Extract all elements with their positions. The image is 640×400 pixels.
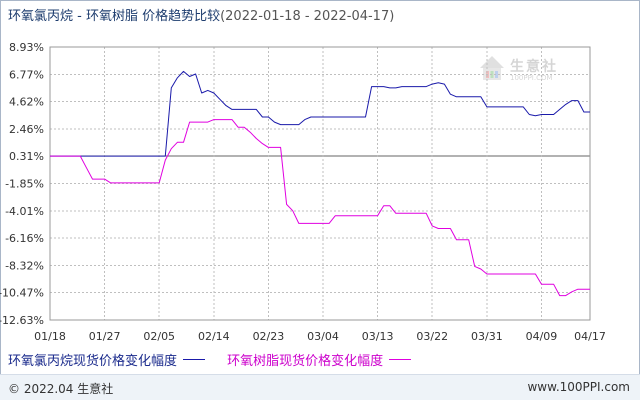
y-tick-label: -10.47% — [0, 287, 44, 300]
legend-item-series1: 环氧氯丙烷现货价格变化幅度 — [8, 350, 206, 369]
y-tick-label: 2.46% — [9, 123, 44, 136]
watermark-text: 生意社 — [510, 59, 558, 75]
x-tick-label: 02/05 — [143, 330, 175, 343]
x-tick-label: 01/18 — [34, 330, 66, 343]
x-tick-label: 03/04 — [307, 330, 339, 343]
plot-area-border — [49, 46, 591, 321]
y-tick-label: 8.93% — [9, 41, 44, 54]
x-tick-label: 02/23 — [253, 330, 285, 343]
chart-title-range: (2022-01-18 - 2022-04-17) — [220, 9, 395, 24]
y-tick-label: -4.01% — [5, 205, 44, 218]
chart-series — [50, 70, 590, 297]
y-tick-label: -6.16% — [5, 232, 44, 245]
y-tick-label: -8.32% — [5, 259, 44, 272]
legend-item-series2: 环氧树脂现货价格变化幅度 — [227, 350, 412, 369]
x-tick-label: 04/17 — [574, 330, 606, 343]
x-tick-label: 03/22 — [416, 330, 448, 343]
x-axis-ticks: 01/18 01/27 02/05 02/14 02/23 03/04 03/13 03/22… — [34, 330, 606, 343]
series-line-2 — [50, 119, 590, 297]
legend-label-series1: 环氧氯丙烷现货价格变化幅度 — [8, 354, 178, 369]
y-tick-label: -1.85% — [5, 178, 44, 191]
y-tick-label: 0.31% — [9, 150, 44, 163]
series-line-1 — [50, 70, 590, 157]
legend: 环氧氯丙烷现货价格变化幅度 环氧树脂现货价格变化幅度 — [8, 350, 429, 369]
y-tick-label: -12.63% — [0, 314, 44, 327]
x-tick-label: 04/09 — [526, 330, 558, 343]
y-axis-ticks: 8.93% 6.77% 4.62% 2.46% 0.31% -1.85% -4.01% -6.… — [0, 41, 44, 327]
legend-swatch-series1 — [183, 359, 206, 360]
legend-label-series2: 环氧树脂现货价格变化幅度 — [227, 354, 384, 369]
chart-title-main: 环氧氯丙烷 - 环氧树脂 价格趋势比较 — [8, 9, 221, 24]
x-tick-label: 03/31 — [471, 330, 503, 343]
price-trend-chart: 8.93% 6.77% 4.62% 2.46% 0.31% -1.85% -4.01% -6.… — [0, 41, 606, 343]
x-tick-label: 01/27 — [89, 330, 121, 343]
watermark: 生意社 100PPI.COM — [478, 54, 578, 88]
y-tick-label: 6.77% — [9, 68, 44, 81]
footer: © 2022.04 生意社 www.100PPI.com — [0, 374, 640, 400]
chart-grid — [49, 46, 591, 321]
x-tick-label: 02/14 — [198, 330, 230, 343]
legend-swatch-series2 — [389, 359, 412, 360]
y-tick-label: 4.62% — [9, 96, 44, 109]
chart-title: 环氧氯丙烷 - 环氧树脂 价格趋势比较(2022-01-18 - 2022-04… — [8, 5, 394, 24]
watermark-url: 100PPI.COM — [510, 74, 553, 82]
footer-link[interactable]: www.100PPI.com — [527, 380, 630, 394]
x-tick-label: 03/13 — [362, 330, 394, 343]
footer-copyright: © 2022.04 生意社 — [8, 382, 114, 396]
